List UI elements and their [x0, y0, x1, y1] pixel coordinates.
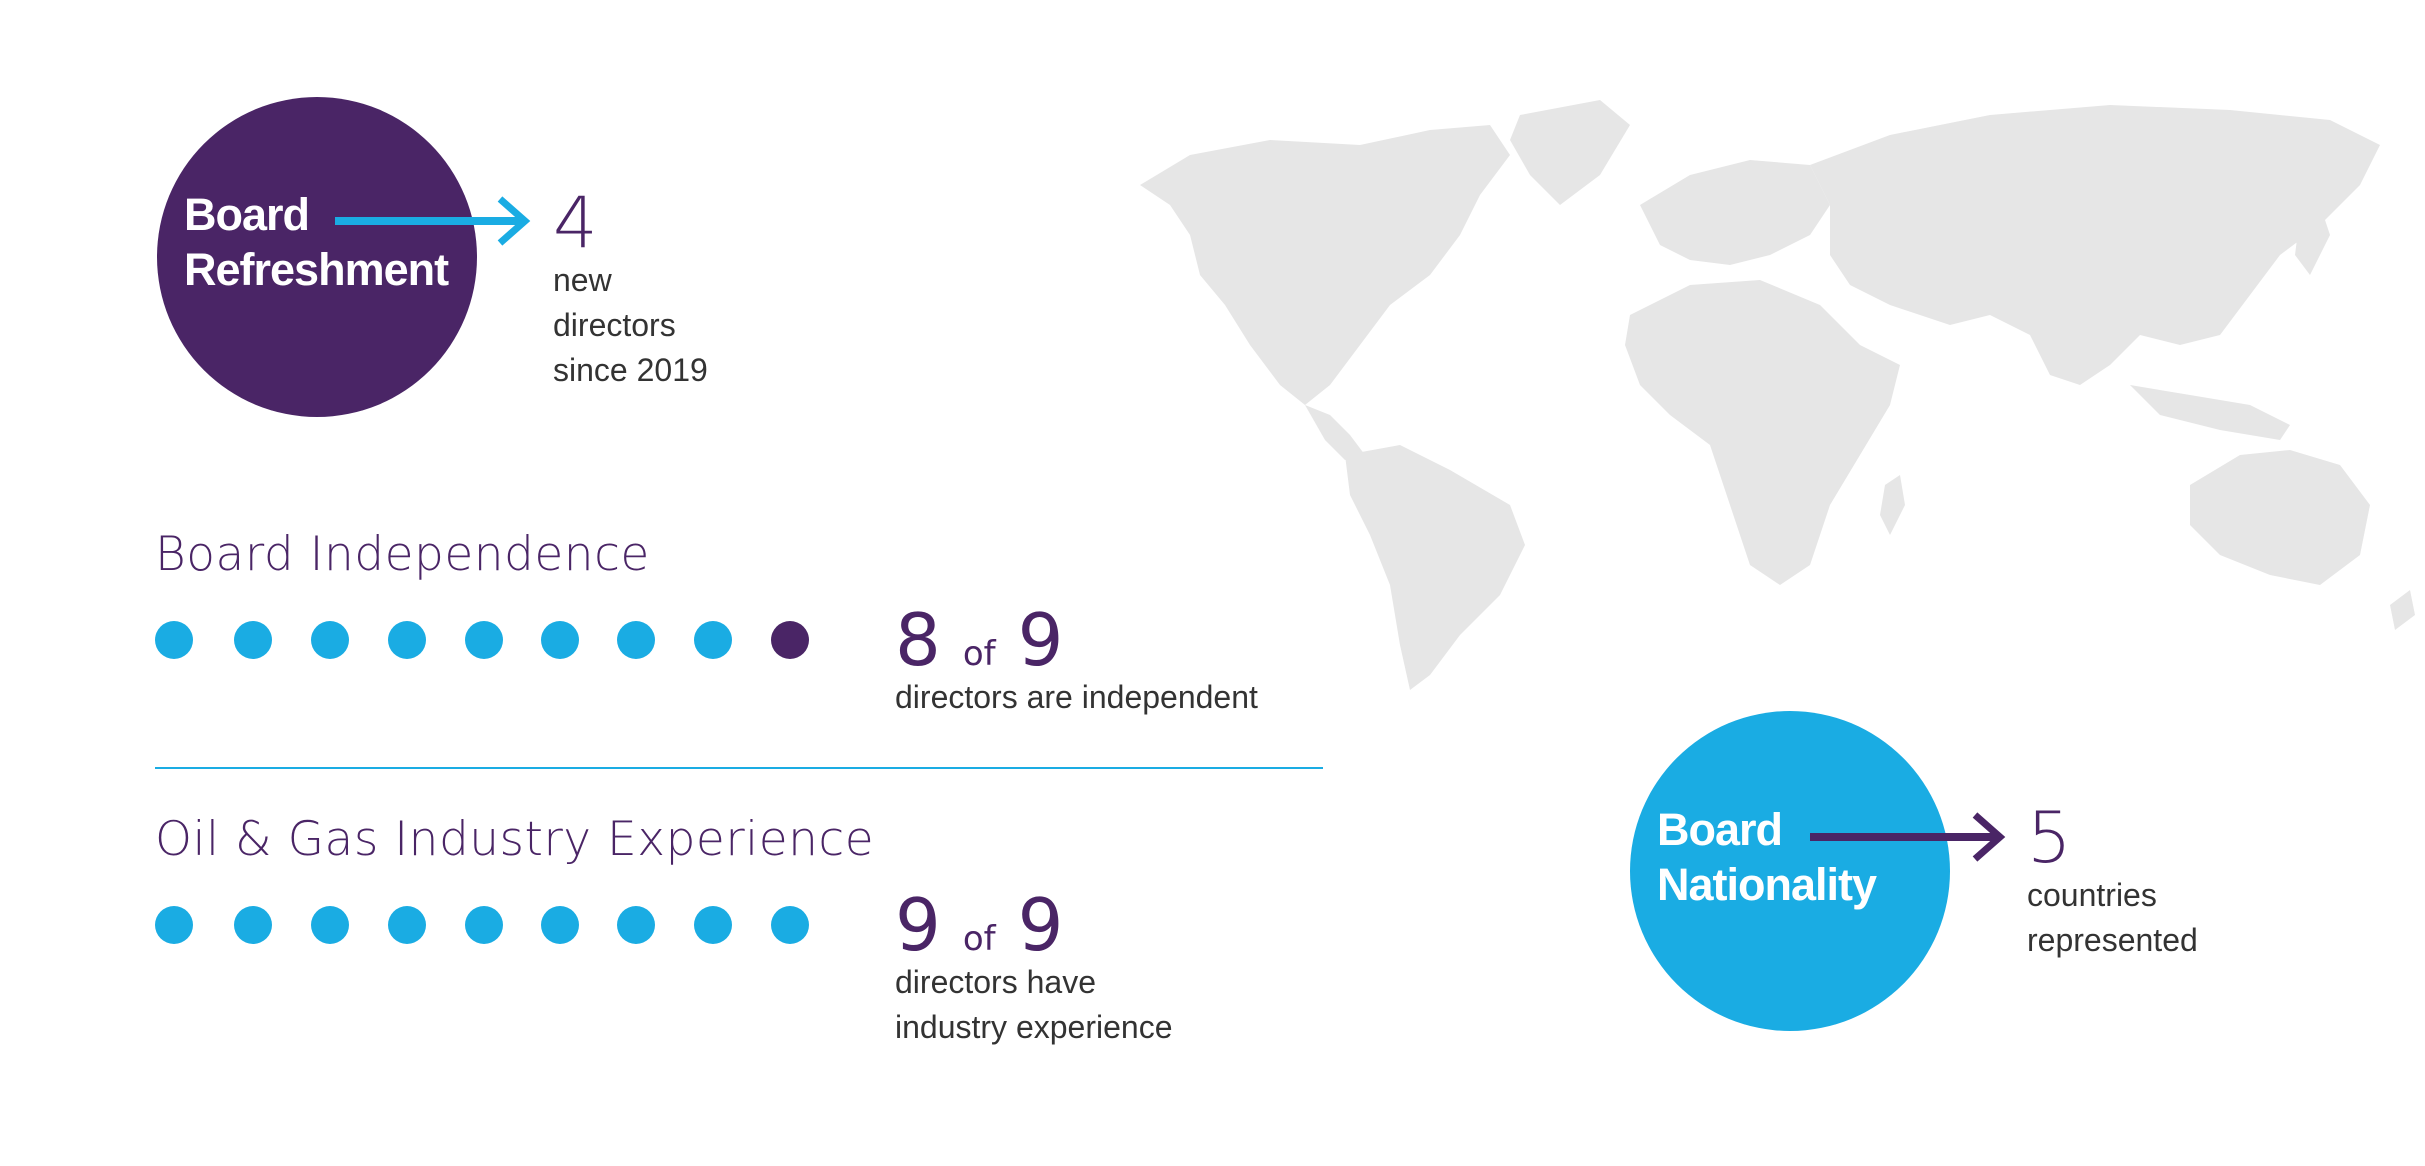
dot-not-independent [771, 621, 809, 659]
dot-experienced [541, 906, 579, 944]
countries-count: 5 [2027, 797, 2072, 879]
dot-experienced [771, 906, 809, 944]
dot-experienced [694, 906, 732, 944]
dot-independent [694, 621, 732, 659]
dot-experienced [617, 906, 655, 944]
dot-independent [541, 621, 579, 659]
arrow-right-icon [1810, 812, 2006, 862]
new-directors-caption: new directors since 2019 [553, 262, 708, 388]
board-nationality-label: Board Nationality [1657, 804, 1877, 910]
experience-fraction: 9 of 9 [895, 883, 1064, 967]
industry-experience-heading: Oil & Gas Industry Experience [155, 812, 875, 867]
dot-experienced [234, 906, 272, 944]
dot-experienced [311, 906, 349, 944]
arrow-right-icon [335, 196, 531, 246]
countries-caption: countries represented [2027, 877, 2198, 958]
dot-independent [155, 621, 193, 659]
world-map-icon [1140, 100, 2415, 690]
dot-independent [388, 621, 426, 659]
dot-independent [465, 621, 503, 659]
independence-fraction: 8 of 9 [895, 598, 1064, 682]
experience-caption: directors have industry experience [895, 964, 1173, 1045]
dot-experienced [155, 906, 193, 944]
board-refreshment-circle [157, 97, 477, 417]
dot-experienced [465, 906, 503, 944]
board-nationality-circle [1630, 711, 1950, 1031]
section-divider [155, 767, 1323, 769]
dot-independent [234, 621, 272, 659]
board-independence-heading: Board Independence [155, 527, 650, 582]
independence-caption: directors are independent [895, 679, 1258, 715]
dot-independent [311, 621, 349, 659]
dot-independent [617, 621, 655, 659]
board-refreshment-label: Board Refreshment [184, 189, 449, 295]
dot-experienced [388, 906, 426, 944]
new-directors-count: 4 [553, 182, 598, 264]
